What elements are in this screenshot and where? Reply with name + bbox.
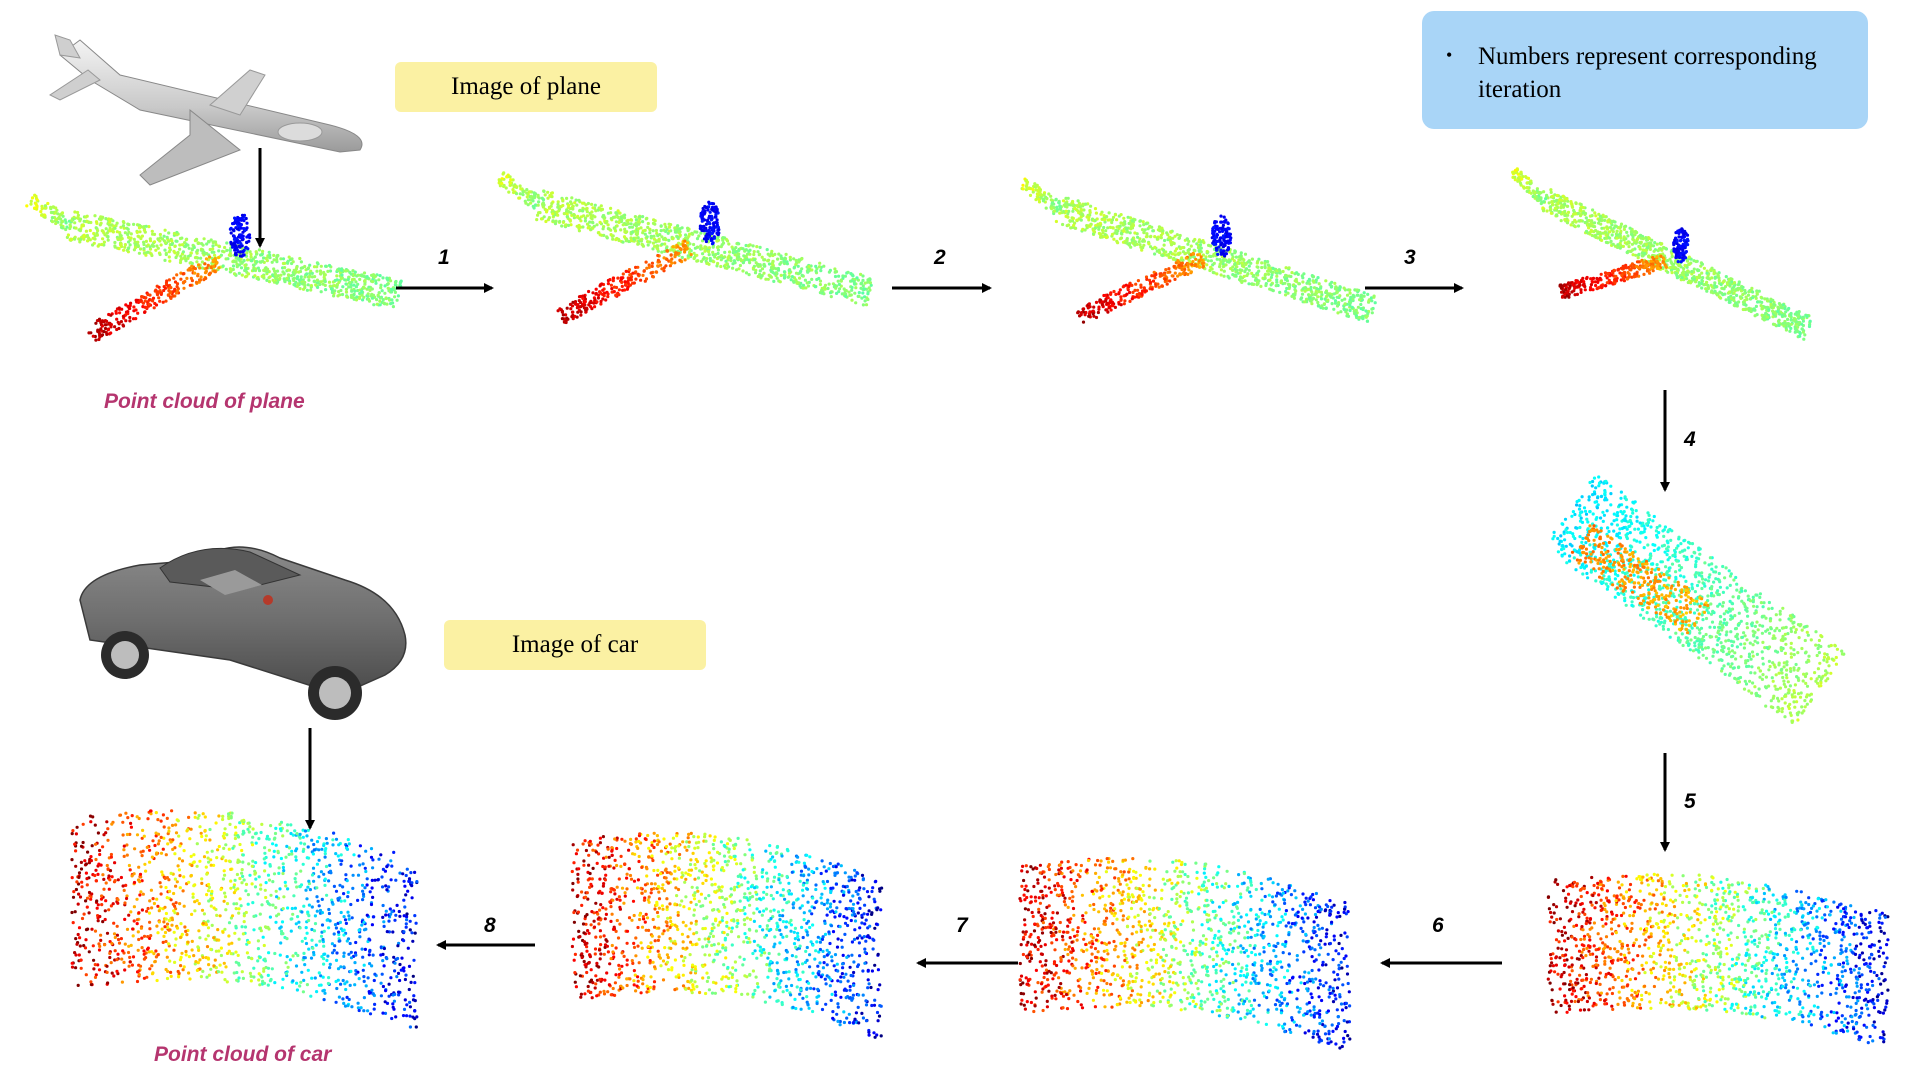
point-clouds bbox=[25, 167, 1890, 1050]
point-cloud-of-car-caption: Point cloud of car bbox=[154, 1043, 332, 1066]
legend-note: • Numbers represent corresponding iterat… bbox=[1422, 11, 1868, 129]
step-label-2: 2 bbox=[934, 246, 946, 269]
point-cloud-of-plane-caption: Point cloud of plane bbox=[104, 390, 305, 413]
step-label-6: 6 bbox=[1432, 914, 1444, 937]
step-label-3: 3 bbox=[1404, 246, 1416, 269]
note-bullet: • bbox=[1446, 45, 1453, 65]
step-label-5: 5 bbox=[1684, 790, 1696, 813]
image-of-plane-label: Image of plane bbox=[395, 62, 657, 112]
image-of-car-label: Image of car bbox=[444, 620, 706, 670]
arrows bbox=[255, 148, 1670, 968]
step-label-4: 4 bbox=[1684, 428, 1696, 451]
step-label-8: 8 bbox=[484, 914, 496, 937]
step-label-1: 1 bbox=[438, 246, 450, 269]
step-label-7: 7 bbox=[956, 914, 968, 937]
car-render bbox=[79, 546, 407, 720]
airplane-render bbox=[49, 34, 363, 186]
note-text: Numbers represent corresponding iteratio… bbox=[1478, 43, 1817, 103]
